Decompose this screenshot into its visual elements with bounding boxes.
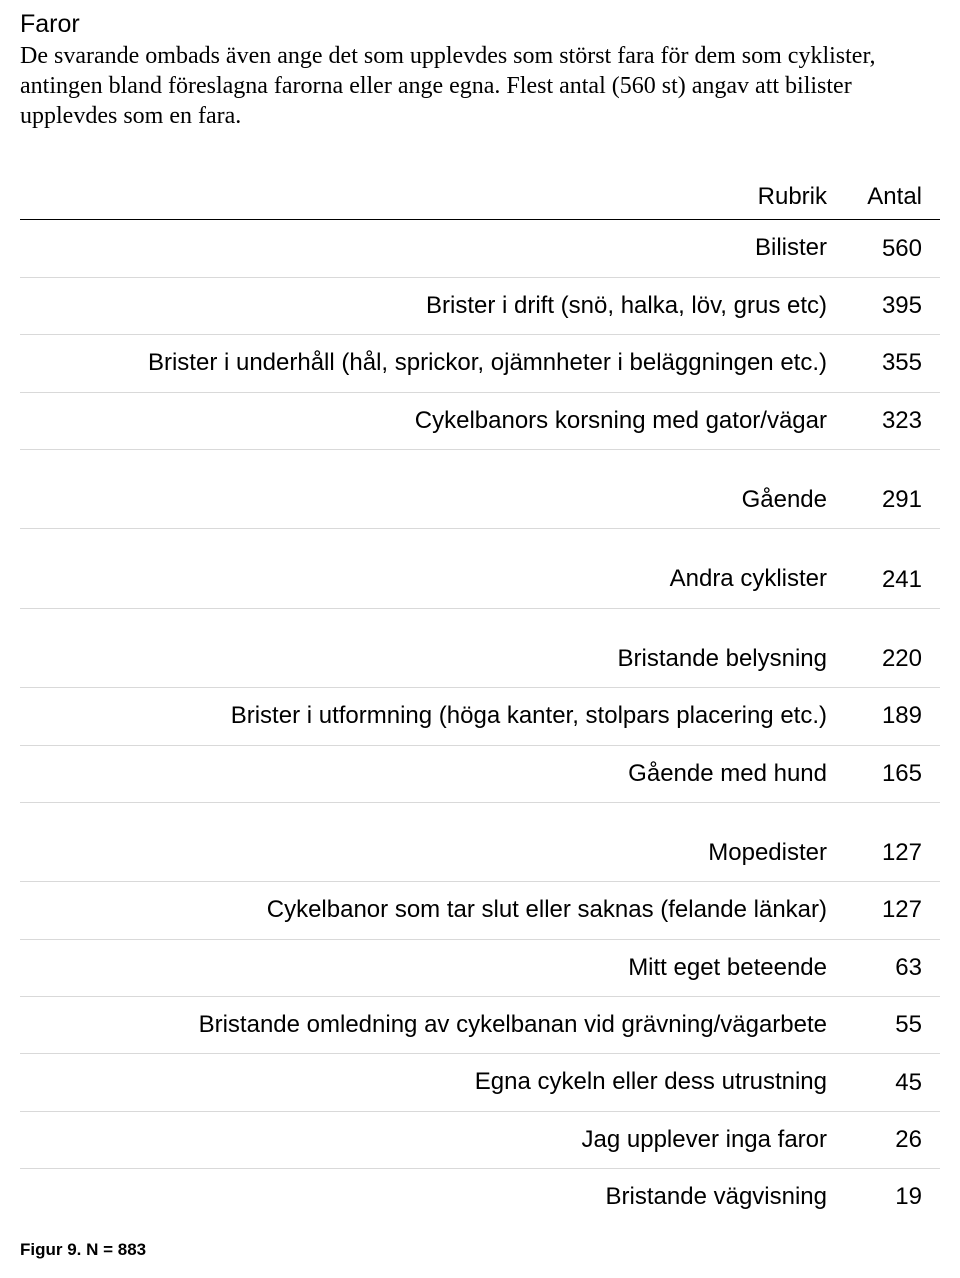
row-value: 19 xyxy=(845,1169,940,1226)
row-label: Brister i drift (snö, halka, löv, grus e… xyxy=(20,277,845,334)
faror-table: RubrikAntalBilister560Brister i drift (s… xyxy=(20,163,940,1226)
column-header-label: Rubrik xyxy=(20,163,845,220)
table-row: Bristande omledning av cykelbanan vid gr… xyxy=(20,997,940,1054)
row-label: Gående xyxy=(20,449,845,528)
row-value: 323 xyxy=(845,392,940,449)
table-header-row: RubrikAntal xyxy=(20,163,940,220)
row-label: Andra cyklister xyxy=(20,529,845,608)
row-value: 189 xyxy=(845,688,940,745)
row-value: 127 xyxy=(845,882,940,939)
row-label: Brister i utformning (höga kanter, stolp… xyxy=(20,688,845,745)
row-value: 241 xyxy=(845,529,940,608)
table-row: Andra cyklister241 xyxy=(20,529,940,608)
row-label: Egna cykeln eller dess utrustning xyxy=(20,1054,845,1111)
table-row: Bilister560 xyxy=(20,220,940,277)
row-value: 355 xyxy=(845,335,940,392)
row-label: Cykelbanors korsning med gator/vägar xyxy=(20,392,845,449)
section-heading: Faror xyxy=(20,10,940,39)
row-value: 560 xyxy=(845,220,940,277)
row-value: 55 xyxy=(845,997,940,1054)
figure-caption: Figur 9. N = 883 xyxy=(20,1240,940,1260)
row-value: 63 xyxy=(845,939,940,996)
table-row: Egna cykeln eller dess utrustning45 xyxy=(20,1054,940,1111)
row-value: 165 xyxy=(845,745,940,802)
row-label: Bristande belysning xyxy=(20,608,845,687)
table-row: Gående291 xyxy=(20,449,940,528)
row-label: Bilister xyxy=(20,220,845,277)
table-row: Brister i utformning (höga kanter, stolp… xyxy=(20,688,940,745)
intro-paragraph: De svarande ombads även ange det som upp… xyxy=(20,41,940,131)
row-label: Brister i underhåll (hål, sprickor, ojäm… xyxy=(20,335,845,392)
table-row: Mitt eget beteende63 xyxy=(20,939,940,996)
table-row: Mopedister127 xyxy=(20,802,940,881)
table-row: Bristande belysning220 xyxy=(20,608,940,687)
row-label: Gående med hund xyxy=(20,745,845,802)
row-label: Mopedister xyxy=(20,802,845,881)
row-value: 220 xyxy=(845,608,940,687)
row-label: Bristande omledning av cykelbanan vid gr… xyxy=(20,997,845,1054)
table-row: Brister i drift (snö, halka, löv, grus e… xyxy=(20,277,940,334)
row-value: 395 xyxy=(845,277,940,334)
row-label: Cykelbanor som tar slut eller saknas (fe… xyxy=(20,882,845,939)
row-label: Jag upplever inga faror xyxy=(20,1111,845,1168)
row-label: Bristande vägvisning xyxy=(20,1169,845,1226)
row-value: 26 xyxy=(845,1111,940,1168)
table-row: Cykelbanors korsning med gator/vägar323 xyxy=(20,392,940,449)
row-value: 45 xyxy=(845,1054,940,1111)
row-value: 127 xyxy=(845,802,940,881)
row-value: 291 xyxy=(845,449,940,528)
table-row: Jag upplever inga faror26 xyxy=(20,1111,940,1168)
table-row: Brister i underhåll (hål, sprickor, ojäm… xyxy=(20,335,940,392)
column-header-value: Antal xyxy=(845,163,940,220)
table-row: Bristande vägvisning19 xyxy=(20,1169,940,1226)
row-label: Mitt eget beteende xyxy=(20,939,845,996)
table-row: Gående med hund165 xyxy=(20,745,940,802)
table-row: Cykelbanor som tar slut eller saknas (fe… xyxy=(20,882,940,939)
